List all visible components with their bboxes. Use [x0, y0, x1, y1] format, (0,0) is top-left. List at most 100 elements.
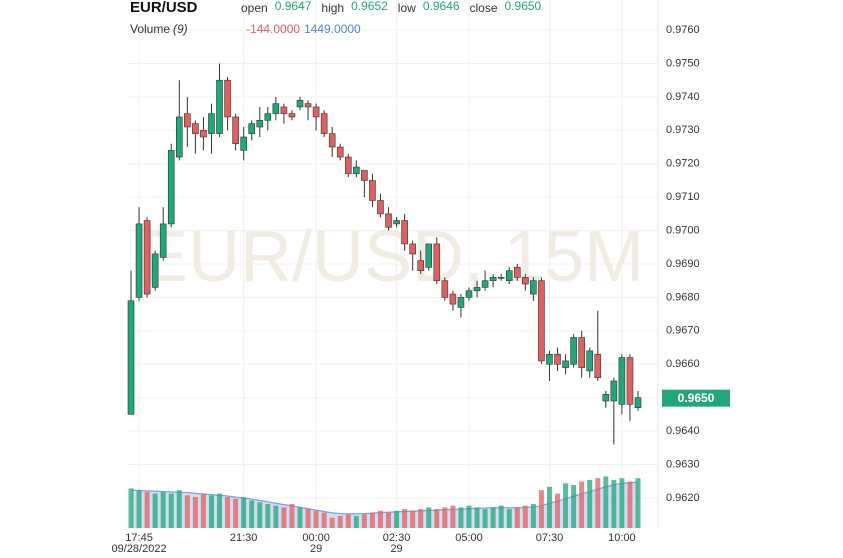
volume-bar — [603, 476, 609, 528]
volume-bar — [571, 485, 577, 528]
y-tick-label: 0.9720 — [666, 158, 700, 170]
volume-ma-line — [130, 481, 639, 515]
candle-body — [256, 120, 264, 128]
candle-body — [505, 270, 513, 282]
candle-body — [344, 156, 352, 175]
candle-body — [385, 213, 392, 228]
volume-bar — [563, 483, 569, 528]
volume-period: (9) — [173, 22, 188, 36]
volume-bar — [579, 481, 585, 528]
candle-body — [272, 103, 280, 114]
candle-body — [216, 79, 223, 134]
candle-body — [578, 337, 585, 368]
candle-body — [449, 293, 457, 305]
y-tick-label: 0.9760 — [666, 24, 700, 36]
volume-value: 1449.0000 — [304, 22, 361, 36]
volume-bar — [474, 507, 480, 528]
legend-label: high — [321, 1, 344, 15]
candle-body — [465, 290, 473, 298]
last-price-label: 0.9650 — [678, 391, 715, 405]
volume-bar — [136, 490, 142, 528]
candle-body — [200, 130, 207, 138]
candle-body — [489, 277, 497, 282]
volume-bar — [273, 505, 279, 528]
candle-body — [336, 146, 344, 158]
volume-bar — [410, 510, 416, 528]
volume-bar — [377, 510, 383, 528]
volume-bar — [627, 481, 633, 528]
candle-body — [634, 397, 642, 408]
candle-body — [320, 113, 328, 134]
volume-label: Volume — [130, 22, 170, 36]
volume-bar — [402, 509, 408, 528]
last-price-tag — [662, 389, 730, 407]
candle-body — [425, 243, 433, 268]
y-tick-label: 0.9630 — [666, 458, 700, 470]
volume-bar — [530, 503, 536, 528]
candle-body — [497, 277, 505, 279]
candle-body — [143, 220, 151, 295]
legend-label: close — [470, 1, 498, 15]
candle-body — [433, 243, 441, 282]
volume-bar — [353, 515, 359, 528]
volume-bar — [313, 510, 319, 528]
x-tick-label: 05:00 — [455, 532, 483, 544]
candle-body — [554, 353, 561, 365]
y-tick-label: 0.9660 — [666, 358, 700, 370]
volume-change: -144.0000 — [246, 22, 300, 36]
candle-body — [280, 106, 288, 114]
candle-body — [610, 380, 618, 402]
volume-bar — [152, 493, 158, 528]
candle-body — [296, 99, 304, 108]
candle-body — [546, 353, 553, 365]
candle-body — [481, 280, 489, 288]
candle-body — [473, 287, 481, 292]
volume-bar — [281, 507, 287, 528]
y-tick-label: 0.9680 — [666, 291, 700, 303]
volume-bar — [394, 510, 400, 528]
candle-body — [522, 277, 529, 285]
x-tick-label: 07:30 — [536, 532, 564, 544]
legend-value: 0.9650 — [505, 0, 542, 13]
candle-body — [159, 223, 167, 258]
volume-bar — [587, 479, 593, 528]
volume-bar — [257, 502, 263, 528]
candle-body — [586, 350, 594, 372]
chart-title: EUR/USD — [130, 0, 198, 16]
candle-body — [192, 123, 199, 134]
candle-body — [562, 360, 569, 368]
x-tick-label: 10:00 — [608, 532, 636, 544]
candle-body — [513, 267, 521, 278]
candle-body — [328, 133, 336, 148]
legend-value: 0.9652 — [351, 0, 388, 13]
y-tick-label: 0.9690 — [666, 258, 700, 270]
volume-bar — [289, 503, 295, 528]
candle-body — [353, 166, 360, 175]
volume-bar — [369, 512, 375, 528]
volume-bar — [225, 497, 231, 528]
x-date-label: 09/28/2022 — [112, 543, 167, 555]
volume-bar — [329, 517, 335, 528]
volume-bar — [321, 512, 327, 528]
watermark: EUR/USD, 15M — [140, 217, 644, 297]
candle-body — [312, 106, 320, 118]
y-tick-label: 0.9740 — [666, 91, 700, 103]
candle-body — [135, 223, 143, 298]
volume-bar — [241, 497, 247, 528]
legend-label: low — [398, 1, 416, 15]
volume-bar — [418, 509, 424, 528]
volume-bar — [128, 488, 134, 528]
volume-bar — [184, 495, 190, 528]
volume-bar — [546, 486, 552, 528]
candle-body — [393, 220, 400, 225]
candle-body — [240, 136, 247, 151]
x-tick-label: 00:00 — [302, 532, 330, 544]
x-date-label: 29 — [390, 543, 402, 555]
candle-body — [369, 180, 376, 201]
y-tick-label: 0.9640 — [666, 425, 700, 437]
volume-bar — [538, 490, 544, 528]
volume-bar — [619, 478, 625, 528]
volume-bar — [442, 507, 448, 528]
volume-bar — [176, 490, 182, 528]
